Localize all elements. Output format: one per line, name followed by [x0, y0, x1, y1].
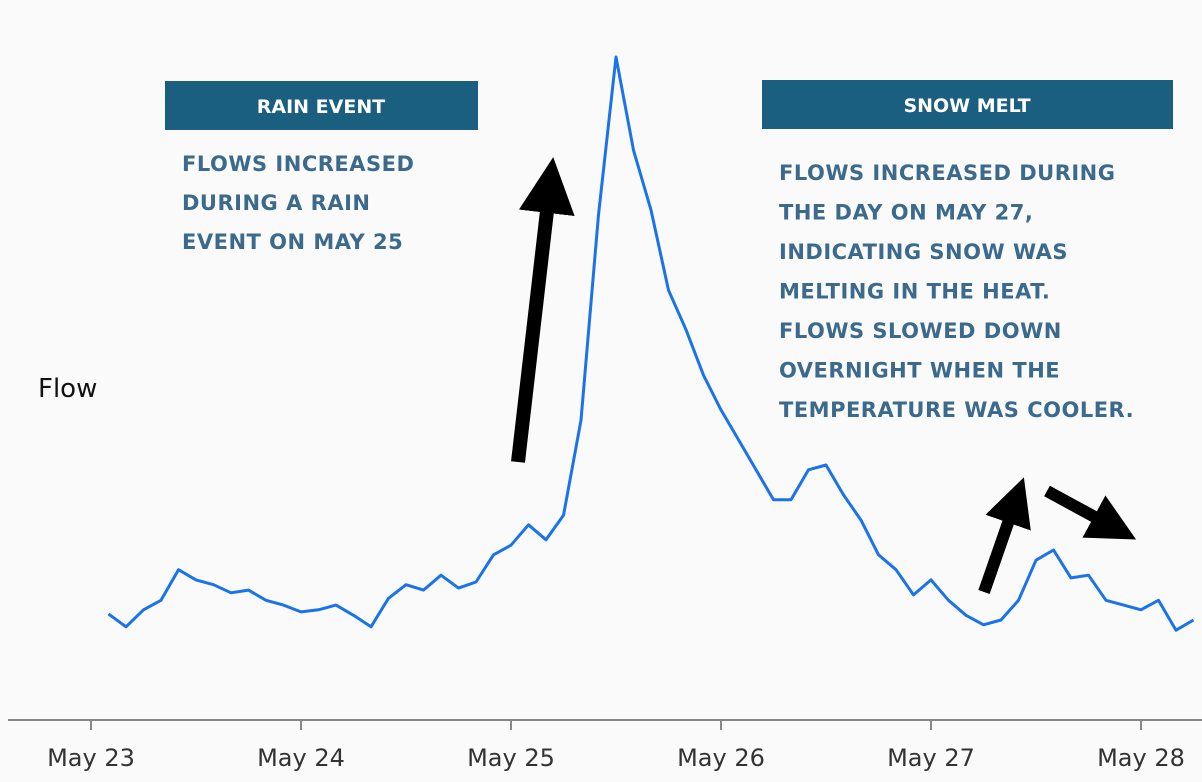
x-tick-label: May 28: [1097, 744, 1185, 772]
flow-line: [107, 55, 1195, 632]
annotation-text: TEMPERATURE WAS COOLER.: [779, 398, 1134, 422]
annotation-text: MELTING IN THE HEAT.: [779, 280, 1050, 304]
y-axis-label: Flow: [38, 374, 97, 404]
annotation-title: SNOW MELT: [903, 95, 1030, 117]
annotation-box: [165, 81, 478, 130]
annotation-text: FLOWS INCREASED DURING: [779, 161, 1116, 185]
arrow: [511, 157, 575, 463]
x-tick-label: May 23: [47, 744, 135, 772]
x-tick-label: May 24: [257, 744, 345, 772]
annotation-text: OVERNIGHT WHEN THE: [779, 359, 1060, 383]
x-tick-label: May 25: [467, 744, 555, 772]
annotation-text: DURING A RAIN: [182, 191, 370, 215]
annotation-box: [762, 80, 1173, 129]
annotation-text: THE DAY ON MAY 27,: [779, 201, 1033, 225]
x-tick-label: May 26: [677, 744, 765, 772]
annotation-text: FLOWS SLOWED DOWN: [779, 319, 1062, 343]
annotation-text: FLOWS INCREASED: [182, 152, 414, 176]
arrow: [978, 477, 1031, 594]
x-tick-label: May 27: [887, 744, 975, 772]
arrow: [1044, 485, 1137, 540]
annotation-text: EVENT ON MAY 25: [182, 230, 403, 254]
annotation-title: RAIN EVENT: [257, 96, 385, 118]
annotation-text: INDICATING SNOW WAS: [779, 240, 1068, 264]
